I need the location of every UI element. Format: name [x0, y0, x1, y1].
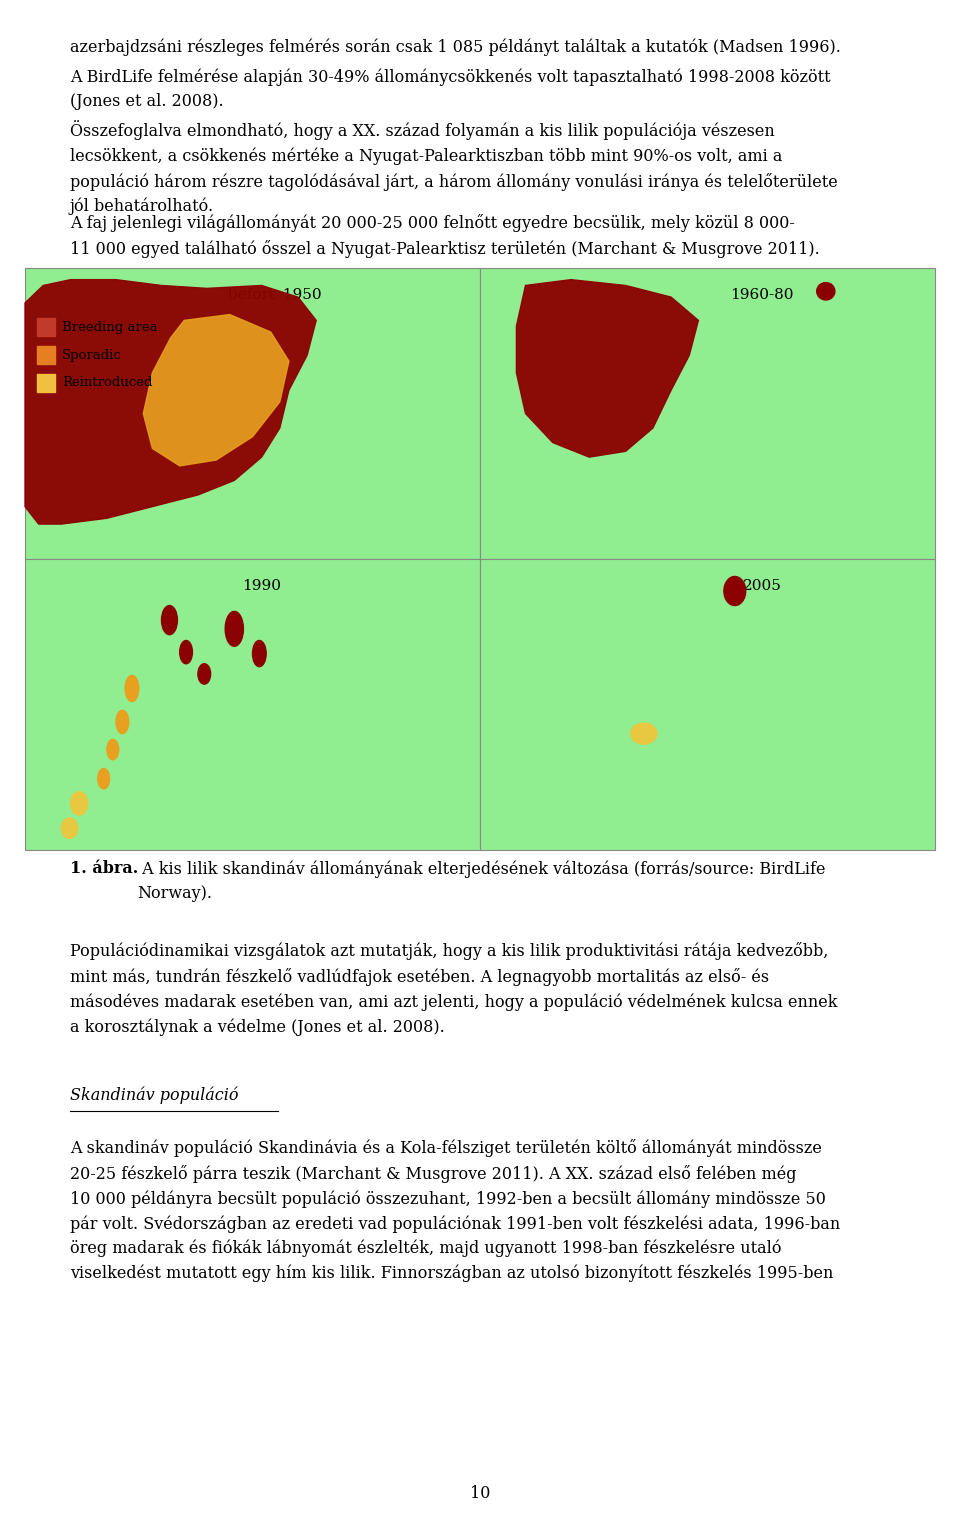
Text: Skandináv populáció: Skandináv populáció	[70, 1086, 238, 1104]
Text: azerbajdzsáni részleges felmérés során csak 1 085 példányt találtak a kutatók (M: azerbajdzsáni részleges felmérés során c…	[70, 38, 841, 56]
Text: 1. ábra.: 1. ábra.	[70, 859, 138, 878]
Ellipse shape	[70, 791, 87, 816]
Text: Populációdinamikai vizsgálatok azt mutatják, hogy a kis lilik produktivitási rát: Populációdinamikai vizsgálatok azt mutat…	[70, 943, 837, 1035]
Ellipse shape	[107, 740, 119, 760]
Polygon shape	[516, 280, 698, 457]
Bar	[37, 374, 55, 392]
Text: A BirdLife felmérése alapján 30-49% állománycsökkenés volt tapasztalható 1998-20: A BirdLife felmérése alapján 30-49% állo…	[70, 68, 830, 109]
Bar	[37, 318, 55, 336]
Ellipse shape	[180, 640, 192, 664]
Ellipse shape	[817, 283, 835, 300]
Ellipse shape	[198, 664, 210, 684]
Ellipse shape	[724, 576, 746, 605]
Text: 2005: 2005	[743, 579, 781, 593]
Text: A kis lilik skandináv állományának elterjedésének változása (forrás/source: Bird: A kis lilik skandináv állományának elter…	[137, 859, 826, 902]
Text: Összefoglalva elmondható, hogy a XX. század folyamán a kis lilik populációja vés: Összefoglalva elmondható, hogy a XX. szá…	[70, 120, 838, 215]
Bar	[25, 558, 480, 850]
Bar	[25, 268, 480, 558]
Ellipse shape	[125, 675, 139, 702]
Ellipse shape	[226, 611, 244, 646]
Text: Breeding area: Breeding area	[62, 321, 157, 333]
Bar	[480, 268, 935, 558]
Text: 10: 10	[469, 1484, 491, 1502]
Ellipse shape	[252, 640, 266, 667]
Text: Sporadic: Sporadic	[62, 348, 122, 362]
Ellipse shape	[98, 769, 109, 788]
Ellipse shape	[61, 819, 78, 838]
Text: A skandináv populáció Skandinávia és a Kola-félsziget területén költő állományát: A skandináv populáció Skandinávia és a K…	[70, 1139, 840, 1283]
Text: Reintroduced: Reintroduced	[62, 377, 153, 389]
Text: 1990: 1990	[242, 579, 281, 593]
Text: 1960-80: 1960-80	[731, 287, 794, 303]
Bar	[37, 346, 55, 365]
Ellipse shape	[116, 710, 129, 734]
Bar	[480, 558, 935, 850]
Polygon shape	[25, 280, 316, 523]
Ellipse shape	[161, 605, 178, 634]
Text: A faj jelenlegi világállományát 20 000-25 000 felnőtt egyedre becsülik, mely köz: A faj jelenlegi világállományát 20 000-2…	[70, 213, 820, 257]
Polygon shape	[143, 315, 289, 466]
Text: before 1950: before 1950	[228, 287, 322, 303]
Ellipse shape	[631, 723, 657, 744]
